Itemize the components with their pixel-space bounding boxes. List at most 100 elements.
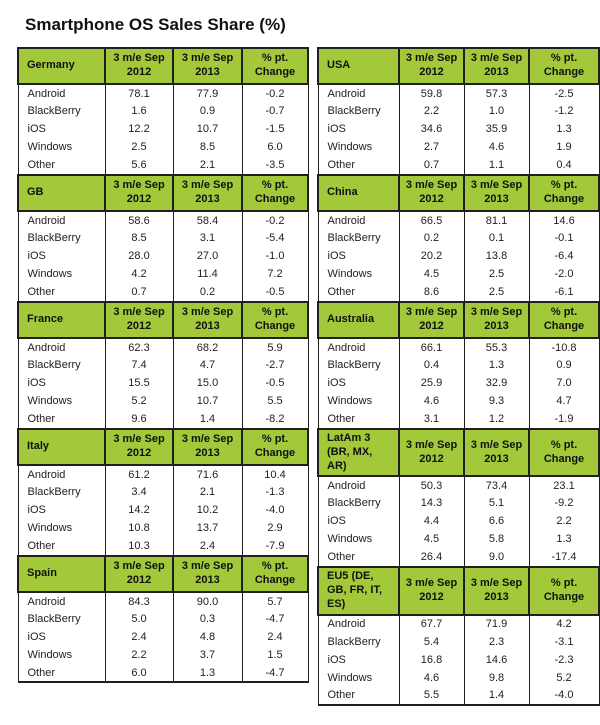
value-cell: -2.5 [528,84,600,102]
table-body: Android 59.8 57.3 -2.5 BlackBerry 2.2 1.0 -1.2 i… [317,84,600,174]
value-cell: -7.9 [241,537,309,555]
region-name: Germany [17,47,106,85]
value-cell: -6.4 [528,247,600,265]
os-label: BlackBerry [317,229,399,247]
value-cell: 6.6 [463,512,529,531]
os-label: iOS [317,650,399,669]
page-title: Smartphone OS Sales Share (%) [25,15,286,34]
os-label: Other [317,410,399,428]
table-row: Android 67.7 71.9 4.2 [317,614,600,633]
table-row: Windows 4.6 9.8 5.2 [317,668,600,687]
table-row: Other 10.3 2.4 -7.9 [17,537,309,555]
value-cell: 7.2 [241,265,309,283]
value-cell: 57.3 [463,84,529,102]
value-cell: 10.3 [104,537,173,555]
column-header: % pt. Change [528,427,600,478]
value-cell: 16.8 [398,650,464,669]
value-cell: 5.6 [104,156,173,174]
value-cell: 1.3 [528,120,600,138]
value-cell: 32.9 [463,374,529,392]
page: Smartphone OS Sales Share (%) Germany 3 m… [0,15,600,706]
value-cell: -4.7 [241,664,309,683]
os-label: BlackBerry [317,632,399,651]
region-table-australia: Australia 3 m/e Sep 2012 3 m/e Sep 2013% p… [317,301,600,428]
header-row: Germany 3 m/e Sep 2012 3 m/e Sep 2013% pt.… [17,47,309,85]
header-row: France 3 m/e Sep 2012 3 m/e Sep 2013% pt. … [17,301,309,339]
value-cell: 5.4 [398,632,464,651]
value-cell: 4.5 [398,265,464,283]
table-header: Germany 3 m/e Sep 2012 3 m/e Sep 2013% pt.… [17,47,309,85]
os-label: Android [317,211,399,229]
table-header: Australia 3 m/e Sep 2012 3 m/e Sep 2013% p… [317,301,600,339]
header-row: EU5 (DE, GB, FR, IT, ES) 3 m/e Sep 2012 3 … [317,566,600,616]
value-cell: 0.4 [528,156,600,174]
value-cell: 2.9 [241,519,309,537]
value-cell: 14.2 [104,501,173,519]
value-cell: 35.9 [463,120,529,138]
table-row: Other 5.5 1.4 -4.0 [317,686,600,706]
value-cell: -9.2 [528,494,600,513]
value-cell: 5.2 [104,392,173,410]
value-cell: 4.6 [398,668,464,687]
value-cell: 58.6 [104,211,173,229]
table-row: BlackBerry 0.4 1.3 0.9 [317,356,600,374]
table-row: BlackBerry 14.3 5.1 -9.2 [317,494,600,513]
value-cell: 23.1 [528,476,600,495]
region-table-italy: Italy 3 m/e Sep 2012 3 m/e Sep 2013% pt. C… [17,428,309,555]
region-name: GB [17,174,106,212]
value-cell: 10.7 [172,392,242,410]
value-cell: 5.5 [398,686,464,706]
region-table-eu5-de-gb-fr-it-es: EU5 (DE, GB, FR, IT, ES) 3 m/e Sep 2012 3 … [317,566,600,706]
value-cell: -1.2 [528,102,600,120]
header-row: USA 3 m/e Sep 2012 3 m/e Sep 2013% pt. Cha… [317,47,600,85]
value-cell: -10.8 [528,338,600,356]
value-cell: -0.1 [528,229,600,247]
value-cell: 58.4 [172,211,242,229]
value-cell: 90.0 [172,592,242,610]
os-label: BlackBerry [17,610,105,628]
value-cell: 27.0 [172,247,242,265]
column-header: 3 m/e Sep 2013 [172,47,243,85]
table-body: Android 66.1 55.3 -10.8 BlackBerry 0.4 1.3 0.9 i… [317,338,600,428]
value-cell: 14.6 [528,211,600,229]
table-header: LatAm 3 (BR, MX, AR) 3 m/e Sep 2012 3 m/e … [317,427,600,478]
value-cell: 78.1 [104,84,173,102]
value-cell: 2.4 [172,537,242,555]
value-cell: 2.1 [172,483,242,501]
os-label: BlackBerry [17,483,105,501]
region-name: China [317,174,400,212]
os-label: Windows [317,138,399,156]
os-label: Windows [17,265,105,283]
table-row: Windows 4.6 9.3 4.7 [317,392,600,410]
column-header: 3 m/e Sep 2012 [398,47,465,85]
os-label: Android [17,465,105,483]
value-cell: 9.3 [463,392,529,410]
os-label: Windows [17,138,105,156]
value-cell: 1.1 [463,156,529,174]
value-cell: 13.7 [172,519,242,537]
value-cell: 14.6 [463,650,529,669]
value-cell: 4.4 [398,512,464,531]
table-row: iOS 12.2 10.7 -1.5 [17,120,309,138]
value-cell: 0.1 [463,229,529,247]
value-cell: -1.5 [241,120,309,138]
value-cell: 66.1 [398,338,464,356]
region-name: Spain [17,555,106,593]
os-label: iOS [17,374,105,392]
value-cell: 0.9 [528,356,600,374]
column-header: % pt. Change [241,428,309,466]
value-cell: 3.4 [104,483,173,501]
os-label: Windows [317,530,399,549]
table-body: Android 62.3 68.2 5.9 BlackBerry 7.4 4.7 -2.7 iO… [17,338,309,428]
table-header: France 3 m/e Sep 2012 3 m/e Sep 2013% pt. … [17,301,309,339]
right-tables-column: USA 3 m/e Sep 2012 3 m/e Sep 2013% pt. Cha… [317,47,600,706]
value-cell: -1.3 [241,483,309,501]
os-label: iOS [17,247,105,265]
value-cell: -4.0 [528,686,600,706]
value-cell: -0.5 [241,374,309,392]
value-cell: -17.4 [528,548,600,567]
value-cell: -8.2 [241,410,309,428]
table-row: iOS 20.2 13.8 -6.4 [317,247,600,265]
left-tables-column: Germany 3 m/e Sep 2012 3 m/e Sep 2013% pt.… [17,47,309,683]
value-cell: 5.8 [463,530,529,549]
